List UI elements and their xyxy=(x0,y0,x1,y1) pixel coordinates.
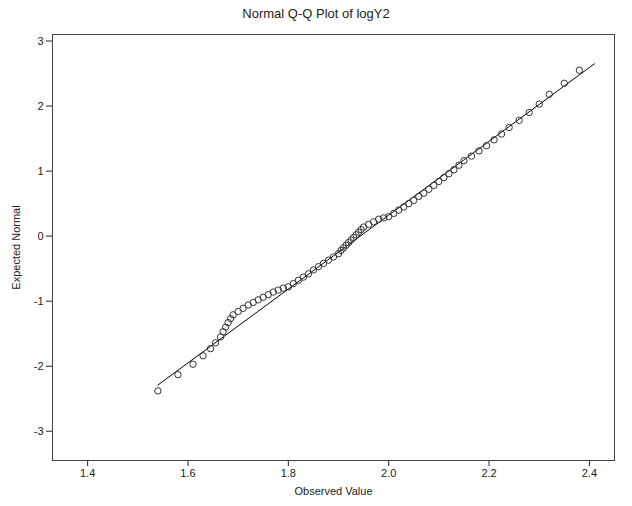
svg-text:2: 2 xyxy=(37,100,43,112)
svg-text:Expected Normal: Expected Normal xyxy=(10,205,22,289)
svg-text:1.4: 1.4 xyxy=(80,467,95,479)
svg-text:-1: -1 xyxy=(34,295,44,307)
svg-text:2.2: 2.2 xyxy=(481,467,496,479)
svg-text:3: 3 xyxy=(37,35,43,47)
svg-text:1.6: 1.6 xyxy=(180,467,195,479)
svg-text:1.8: 1.8 xyxy=(281,467,296,479)
html-text:Normal Q-Q Plot of logY2: Normal Q-Q Plot of logY2 xyxy=(242,6,390,21)
svg-text:-3: -3 xyxy=(34,425,44,437)
svg-text:1: 1 xyxy=(37,165,43,177)
svg-text:0: 0 xyxy=(37,230,43,242)
svg-text:Observed Value: Observed Value xyxy=(294,485,372,497)
svg-text:2.0: 2.0 xyxy=(381,467,396,479)
svg-text:-2: -2 xyxy=(34,360,44,372)
svg-text:2.4: 2.4 xyxy=(582,467,597,479)
